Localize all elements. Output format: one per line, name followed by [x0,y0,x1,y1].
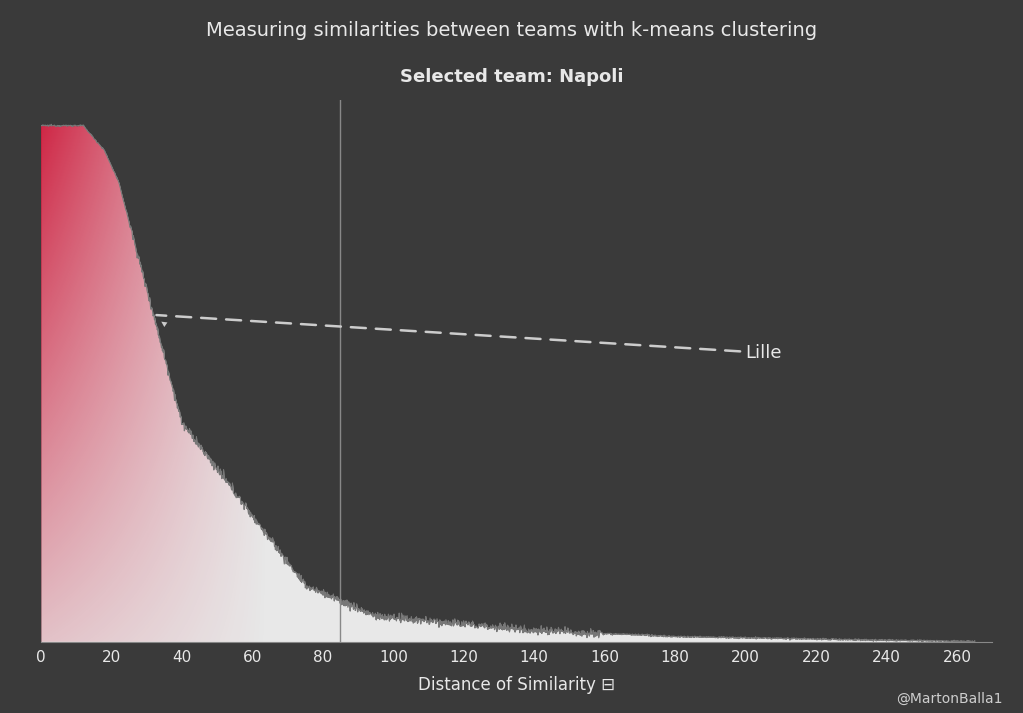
X-axis label: Distance of Similarity ⊟: Distance of Similarity ⊟ [418,676,615,694]
Text: Selected team: Napoli: Selected team: Napoli [400,68,623,86]
Text: Average: Average [344,625,396,637]
Text: Measuring similarities between teams with k-means clustering: Measuring similarities between teams wit… [206,21,817,41]
Text: @MartonBalla1: @MartonBalla1 [896,692,1003,706]
Text: Lille: Lille [157,315,783,362]
